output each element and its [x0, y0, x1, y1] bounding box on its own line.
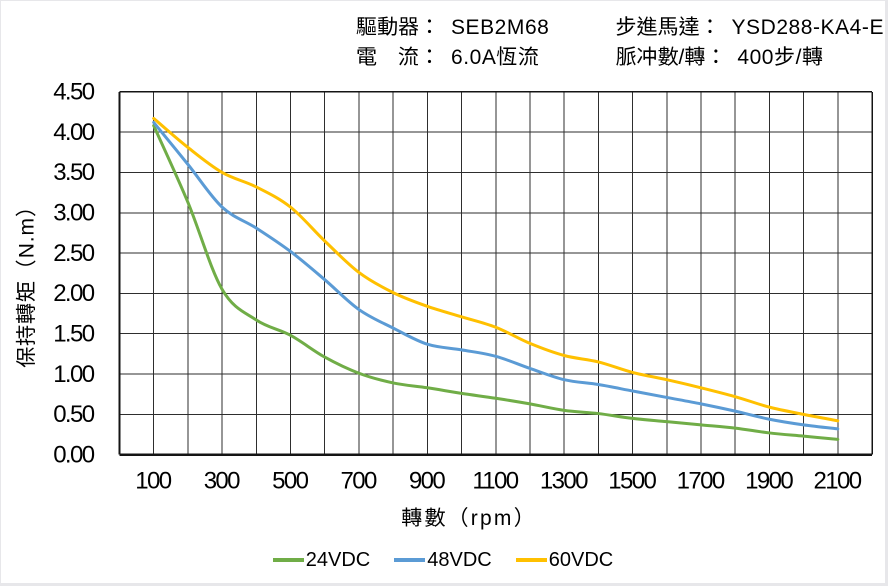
x-tick-label: 100: [135, 468, 171, 495]
x-axis-title: 轉數（rpm）: [401, 507, 537, 530]
y-tick-label: 3.00: [53, 200, 95, 227]
header-motor-label: 步進馬達：: [615, 16, 721, 39]
header-pulses-value: 400步/轉: [737, 46, 824, 69]
y-tick-label: 2.50: [53, 240, 95, 267]
y-tick-label: 1.50: [53, 321, 95, 348]
header-driver-value: SEB2M68: [451, 16, 550, 39]
x-tick-label: 1900: [745, 468, 793, 495]
header-pulses: 脈冲數/轉： 400步/轉: [616, 47, 824, 68]
x-tick-label: 700: [341, 468, 377, 495]
x-tick-label: 500: [272, 468, 308, 495]
x-tick-label: 900: [409, 468, 445, 495]
legend-label-48vdc: 48VDC: [427, 549, 492, 571]
header-motor-value: YSD288-KA4-E: [731, 16, 885, 39]
header-driver-label: 驅動器：: [356, 16, 440, 39]
header-current-label: 電 流：: [356, 46, 440, 69]
y-axis-title: 保持轉矩（N.m）: [15, 194, 39, 368]
y-tick-label: 4.00: [53, 119, 95, 146]
legend-label-60vdc: 60VDC: [548, 549, 614, 571]
series-line-24vdc: [152, 124, 840, 441]
y-tick-label: 3.50: [53, 159, 95, 186]
legend-item-60vdc: 60VDC: [515, 549, 614, 571]
legend: 24VDC 48VDC 60VDC: [1, 550, 885, 570]
legend-swatch-24vdc: [272, 558, 304, 562]
x-tick-label: 1500: [608, 468, 656, 495]
y-tick-label: 2.00: [53, 280, 95, 307]
series-line-60vdc: [152, 116, 840, 423]
x-tick-label: 2100: [813, 468, 861, 495]
legend-swatch-60vdc: [515, 558, 547, 562]
header-pulses-label: 脈冲數/轉：: [615, 46, 727, 69]
legend-swatch-48vdc: [394, 558, 426, 562]
y-tick-label: 1.00: [53, 361, 95, 388]
header-motor: 步進馬達： YSD288-KA4-E: [616, 17, 885, 38]
legend-item-48vdc: 48VDC: [394, 549, 492, 571]
x-tick-label: 1700: [677, 468, 725, 495]
legend-label-24vdc: 24VDC: [305, 549, 371, 571]
header-current-value: 6.0A恆流: [451, 46, 540, 69]
y-tick-label: 0.00: [53, 442, 95, 469]
legend-item-24vdc: 24VDC: [272, 549, 371, 571]
x-tick-label: 1300: [540, 468, 588, 495]
x-tick-label: 1100: [472, 468, 518, 495]
header-current: 電 流： 6.0A恆流: [356, 47, 540, 68]
header-driver: 驅動器： SEB2M68: [356, 17, 549, 38]
x-tick-label: 300: [204, 468, 240, 495]
series-line-48vdc: [152, 120, 840, 431]
y-tick-label: 0.50: [53, 401, 95, 428]
y-tick-label: 4.50: [53, 79, 95, 106]
